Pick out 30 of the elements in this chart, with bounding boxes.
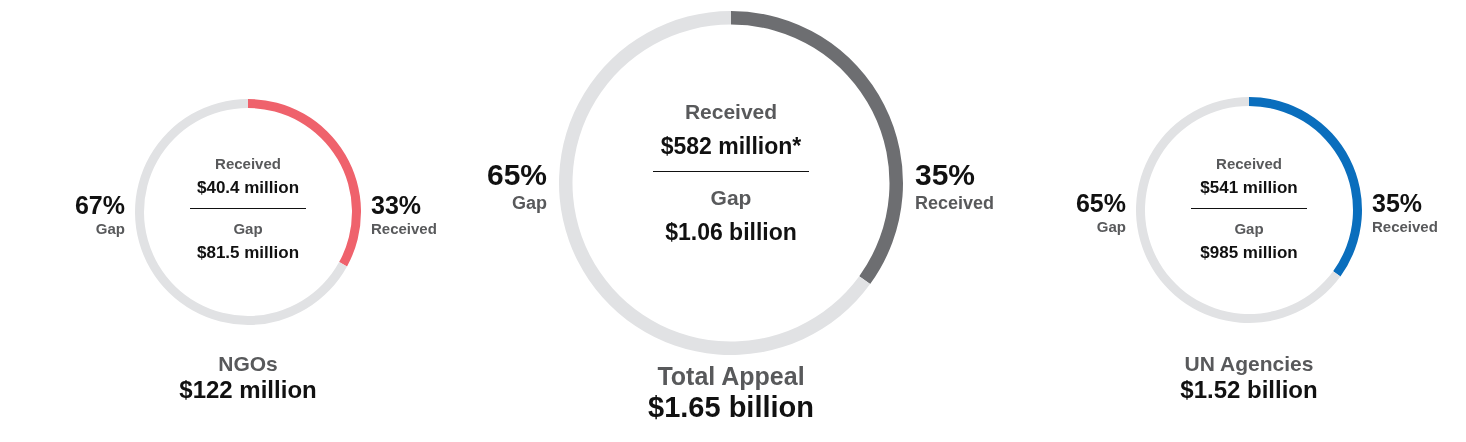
text: Received	[683, 99, 779, 125]
data-label: 35%	[915, 158, 976, 191]
text: Gap	[232, 218, 264, 239]
text: $985 million	[1199, 241, 1299, 264]
slice-label: Received	[371, 220, 437, 237]
slice-label: Gap	[511, 193, 547, 214]
text: NGOs	[217, 352, 279, 376]
slice-label: Received	[1372, 218, 1438, 235]
text: $40.4 million	[195, 177, 300, 200]
text: $1.65 billion	[648, 391, 814, 424]
text: $122 million	[179, 376, 317, 404]
text: Received	[214, 154, 282, 174]
slice-label: Gap	[95, 220, 125, 237]
text: $81.5 million	[195, 241, 300, 264]
text: Total Appeal	[656, 362, 806, 391]
data-label: 65%	[1075, 189, 1126, 217]
slice-label: Gap	[1096, 218, 1126, 235]
data-label: 67%	[74, 191, 125, 219]
data-label: 35%	[1372, 189, 1423, 217]
text: $1.52 billion	[1180, 376, 1318, 404]
text: Gap	[1233, 218, 1265, 239]
data-label: 65%	[486, 158, 547, 191]
text: $1.06 billion	[664, 217, 798, 247]
slice-label: Received	[915, 193, 995, 214]
text: Gap	[709, 184, 753, 211]
data-label: 33%	[371, 191, 422, 219]
text: UN Agencies	[1183, 352, 1315, 376]
text: $541 million	[1199, 177, 1299, 200]
text: $582 million*	[659, 131, 803, 161]
text: Received	[1215, 154, 1283, 174]
